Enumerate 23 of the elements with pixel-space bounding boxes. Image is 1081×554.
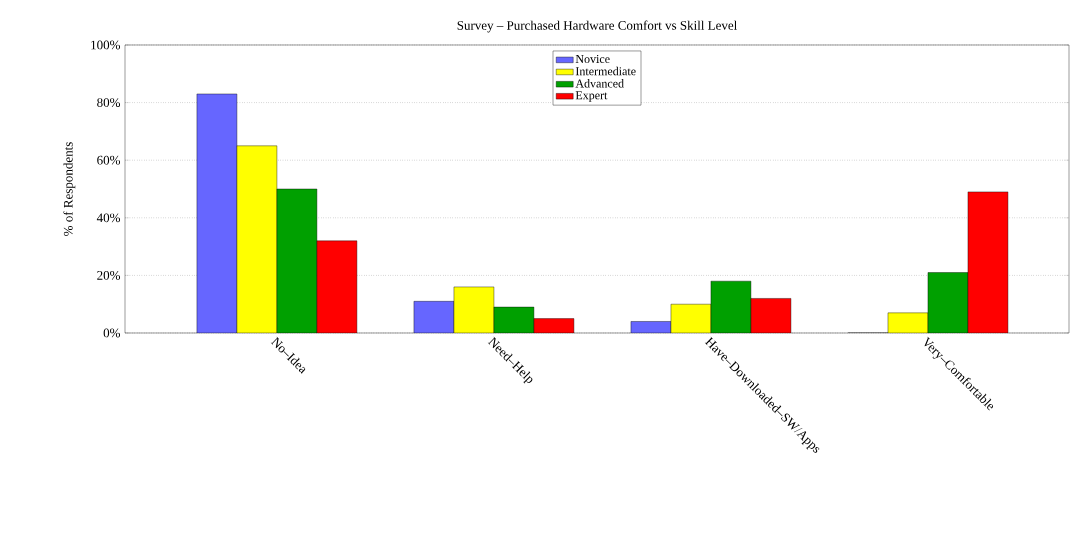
bar xyxy=(276,189,317,333)
bar xyxy=(316,240,357,333)
y-tick-label: 0% xyxy=(103,328,121,338)
bar xyxy=(196,93,237,333)
legend-label: Advanced xyxy=(575,79,624,88)
legend-label: Intermediate xyxy=(575,66,636,76)
chart-title: Survey – Purchased Hardware Comfort vs Skill Level xyxy=(457,20,738,33)
bar xyxy=(236,145,277,333)
y-axis-title: % of Respondents xyxy=(63,142,76,236)
legend-label: Novice xyxy=(575,54,610,64)
bar xyxy=(710,280,752,333)
bar xyxy=(927,272,969,333)
y-tick-label: 20% xyxy=(97,271,121,280)
y-tick-label: 100% xyxy=(91,40,121,50)
bar xyxy=(413,301,455,333)
bar xyxy=(967,191,1009,333)
y-tick-label: 60% xyxy=(97,155,121,165)
y-tick-label: 80% xyxy=(97,98,121,108)
bar xyxy=(453,286,495,333)
y-tick-label: 40% xyxy=(96,213,121,223)
legend-label: Expert xyxy=(575,91,608,102)
bar xyxy=(750,298,792,333)
bar xyxy=(887,312,929,333)
